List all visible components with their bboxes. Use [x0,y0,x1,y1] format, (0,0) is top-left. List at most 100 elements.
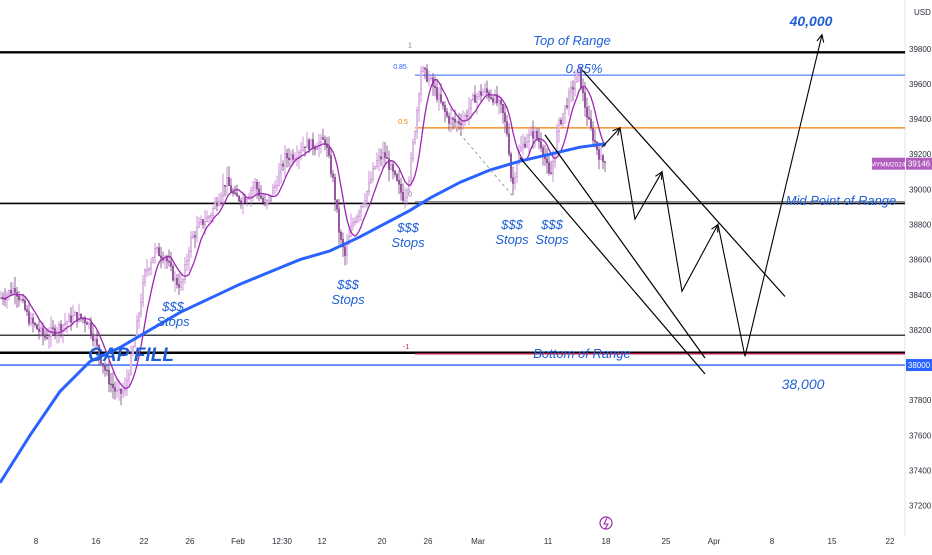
candle-body [500,100,502,105]
candle-body [308,139,310,150]
candle-body [102,363,104,367]
candle-body [120,388,122,394]
candle-body [574,81,576,90]
candle-body [230,185,232,193]
candle-body [146,269,148,272]
candle-body [354,221,356,223]
candle-body [402,192,404,201]
candle-body [514,176,516,184]
stops-word-label: Stops [391,235,425,250]
candle-body [468,108,470,117]
candle-body [106,369,108,372]
stops-dollar-label: $$$ [396,220,419,235]
candle-body [256,182,258,190]
candle-body [360,206,362,213]
gap-fill-label: GAP FILL [88,345,174,366]
candle-body [278,172,280,186]
candle-body [562,113,564,125]
candle-body [108,370,110,385]
candle-body [420,71,422,96]
x-tick-label: Feb [231,537,245,546]
candle-body [38,328,40,332]
y-tick-label: 39800 [909,45,932,54]
candle-body [532,131,534,139]
fib-level-label: -1 [403,344,409,351]
percent-label: 0.85% [566,61,603,76]
candle-body [492,98,494,103]
candle-body [590,118,592,129]
stops-word-label: Stops [331,292,365,307]
candle-body [190,237,192,252]
candle-body [224,185,226,187]
fib-level-label: 0.5 [398,119,408,126]
candle-body [186,260,188,265]
candle-body [560,119,562,125]
candle-body [252,187,254,191]
candle-body [288,157,290,161]
candle-body [218,200,220,206]
candle-body [104,365,106,371]
candle-body [414,131,416,143]
symbol-tag-badge [872,157,905,170]
candle-body [536,131,538,139]
candle-body [426,68,428,82]
candle-body [266,200,268,205]
currency-label: USD [914,8,931,17]
candle-body [484,88,486,93]
candle-body [340,231,342,240]
fib-level-label: 0 [408,192,412,199]
candle-body [570,87,572,93]
candle-body [440,94,442,103]
y-tick-label: 37800 [909,396,932,405]
candle-body [206,216,208,222]
candle-body [322,137,324,140]
candle-body [382,152,384,160]
last-price-badge [906,157,932,170]
candle-body [194,235,196,238]
stops-dollar-label: $$$ [500,217,523,232]
candle-body [334,177,336,201]
candle-body [126,379,128,388]
candle-body [520,147,522,152]
candle-body [396,174,398,181]
y-tick-label: 37600 [909,431,932,440]
candle-body [246,198,248,203]
candle-body [510,153,512,179]
candle-body [148,268,150,271]
candle-body [236,193,238,197]
candle-body [30,317,32,324]
candle-body [338,208,340,233]
candle-body [234,192,236,194]
candle-body [260,195,262,199]
level-38000-badge-text: 38000 [908,361,931,370]
candle-body [158,247,160,257]
candle-body [196,226,198,238]
candle-body [118,388,120,391]
candle-body [330,155,332,175]
channel-upper-line [581,69,786,297]
candle-body [530,131,532,136]
candle-body [228,177,230,186]
candle-body [52,327,54,329]
candle-body [368,182,370,192]
candle-body [98,344,100,356]
moving-average-short [0,78,606,390]
candle-body [28,311,30,324]
candle-body [34,322,36,326]
candle-body [286,153,288,159]
candle-body [542,147,544,156]
candle-body [548,162,550,174]
candle-body [540,141,542,148]
candle-body [12,288,14,294]
candle-body [316,148,318,150]
candle-body [58,324,60,332]
candle-body [54,328,56,336]
candle-body [480,91,482,96]
candle-body [114,387,116,392]
channel-middle-line [544,134,706,359]
candle-body [384,152,386,158]
candle-body [202,219,204,225]
candle-body [470,99,472,110]
